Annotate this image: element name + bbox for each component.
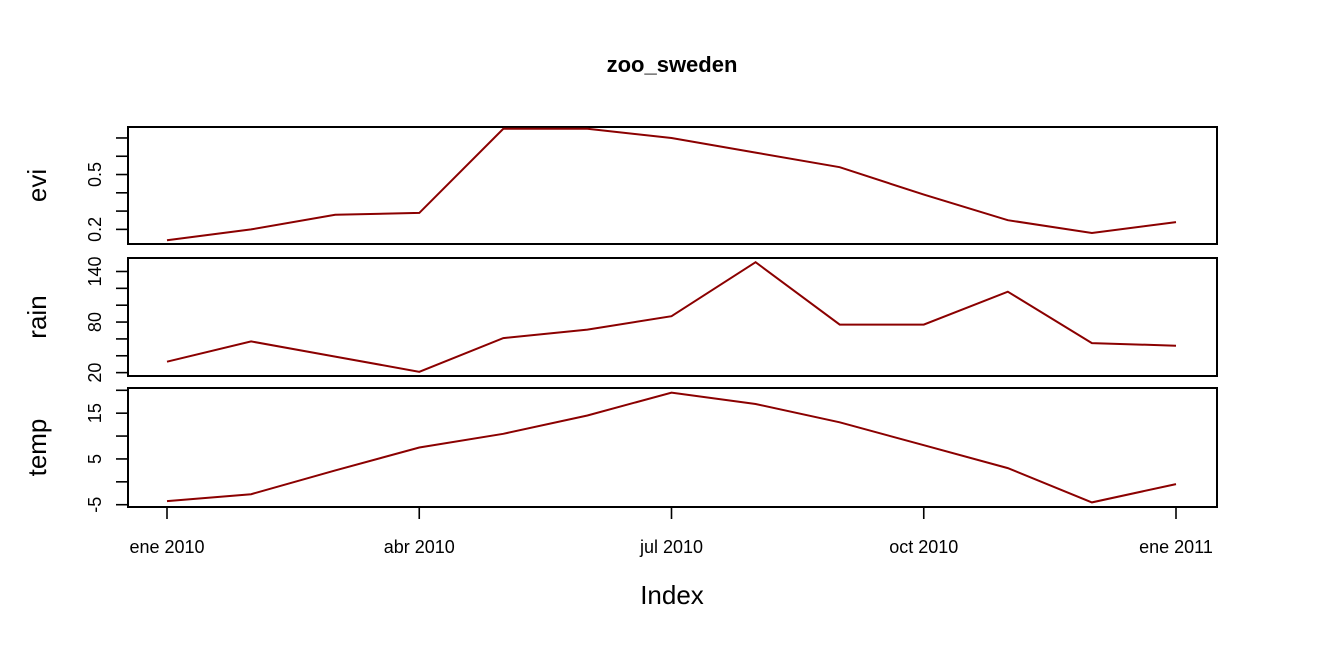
y-tick-label-rain: 20 xyxy=(85,363,105,383)
y-tick-label-temp: 15 xyxy=(85,403,105,423)
x-axis-label: Index xyxy=(640,580,704,610)
panels: 0.2 0.5 evi 20 80 140 rain -5 5 15 temp xyxy=(22,126,1218,513)
x-tick-label: jul 2010 xyxy=(639,537,703,557)
series-line-temp xyxy=(166,391,1177,504)
panel-evi: 0.2 0.5 evi xyxy=(22,126,1218,245)
y-tick-label-rain: 140 xyxy=(85,256,105,286)
y-tick-label-rain: 80 xyxy=(85,312,105,332)
series-label-rain: rain xyxy=(22,295,52,338)
y-tick-label-temp: 5 xyxy=(85,454,105,464)
y-tick-label-evi: 0.5 xyxy=(85,162,105,187)
x-tick-label: oct 2010 xyxy=(889,537,958,557)
x-tick-label: abr 2010 xyxy=(384,537,455,557)
y-tick-label-evi: 0.2 xyxy=(85,217,105,242)
panel-frame-rain xyxy=(127,257,1218,377)
chart-title: zoo_sweden xyxy=(607,52,738,77)
panel-frame-temp xyxy=(127,387,1218,508)
series-line-evi xyxy=(166,127,1177,242)
panel-frame-evi xyxy=(127,126,1218,245)
y-tick-label-temp: -5 xyxy=(85,497,105,513)
series-label-temp: temp xyxy=(22,419,52,477)
panel-temp: -5 5 15 temp xyxy=(22,387,1218,513)
x-tick-label: ene 2011 xyxy=(1139,537,1213,557)
x-tick-label: ene 2010 xyxy=(129,537,204,557)
panel-rain: 20 80 140 rain xyxy=(22,256,1218,383)
x-axis: ene 2010 abr 2010 jul 2010 oct 2010 ene 2011 xyxy=(129,506,1213,557)
series-line-rain xyxy=(166,260,1177,373)
series-label-evi: evi xyxy=(22,169,52,202)
